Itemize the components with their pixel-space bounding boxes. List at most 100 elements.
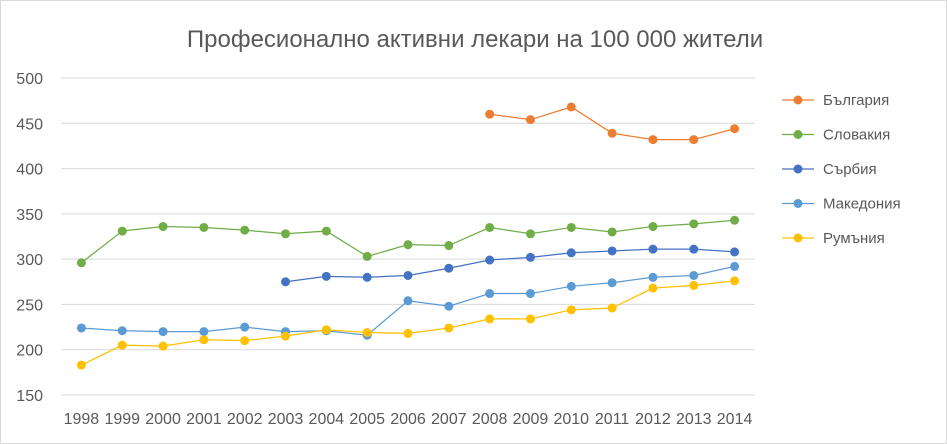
y-tick-label: 450 bbox=[16, 116, 43, 133]
legend-label: Словакия bbox=[823, 127, 890, 144]
series-3-point bbox=[566, 281, 576, 291]
y-tick-label: 150 bbox=[16, 388, 43, 405]
series-1-point bbox=[403, 240, 413, 250]
series-4 bbox=[76, 276, 740, 370]
series-4-point bbox=[199, 335, 209, 345]
series-0-point bbox=[525, 115, 535, 125]
series-4-point bbox=[281, 331, 291, 341]
series-1-point bbox=[281, 229, 291, 239]
series-2-point bbox=[525, 252, 535, 262]
x-tick-label: 2011 bbox=[595, 411, 630, 428]
series-3-point bbox=[485, 289, 495, 299]
series-3-point bbox=[117, 326, 127, 336]
y-axis-tick-labels: 150 200 250 300 350 400 450 500 bbox=[16, 71, 43, 405]
series-4-point bbox=[117, 340, 127, 350]
legend-item: Македония bbox=[782, 196, 901, 213]
x-tick-label: 1999 bbox=[104, 411, 140, 428]
series-1-point bbox=[117, 226, 127, 236]
series-4-point bbox=[158, 341, 168, 351]
series-4-point bbox=[689, 280, 699, 290]
series-1-point bbox=[607, 227, 617, 237]
series-1-point bbox=[321, 226, 331, 236]
x-tick-label: 2000 bbox=[145, 411, 181, 428]
legend-swatch-marker bbox=[793, 164, 803, 174]
y-tick-label: 200 bbox=[16, 343, 43, 360]
y-tick-label: 300 bbox=[16, 252, 43, 269]
series-2-point bbox=[444, 263, 454, 273]
legend-item: Румъния bbox=[782, 230, 885, 247]
x-tick-label: 2009 bbox=[513, 411, 549, 428]
series-3-point bbox=[158, 327, 168, 337]
series-layer bbox=[76, 102, 740, 370]
x-tick-label: 2012 bbox=[635, 411, 671, 428]
legend-swatch-marker bbox=[793, 233, 803, 243]
x-tick-label: 1998 bbox=[64, 411, 100, 428]
series-4-point bbox=[321, 325, 331, 335]
legend-item: България bbox=[782, 92, 889, 109]
x-tick-label: 2003 bbox=[268, 411, 304, 428]
series-2-point bbox=[362, 272, 372, 282]
series-2 bbox=[281, 244, 740, 287]
series-2-point bbox=[485, 255, 495, 265]
series-1-point bbox=[199, 222, 209, 232]
series-4-point bbox=[485, 314, 495, 324]
series-3-point bbox=[240, 322, 250, 332]
series-0-point bbox=[485, 109, 495, 119]
series-2-point bbox=[730, 247, 740, 257]
series-0-point bbox=[607, 128, 617, 138]
x-tick-label: 2007 bbox=[431, 411, 467, 428]
series-1-point bbox=[525, 229, 535, 239]
x-tick-label: 2014 bbox=[717, 411, 753, 428]
x-tick-label: 2005 bbox=[349, 411, 385, 428]
series-1-point bbox=[240, 225, 250, 235]
series-0 bbox=[485, 102, 740, 145]
legend-label: Румъния bbox=[823, 230, 885, 247]
legend-item: Сърбия bbox=[782, 161, 877, 178]
series-2-point bbox=[566, 248, 576, 258]
y-tick-label: 400 bbox=[16, 162, 43, 179]
series-4-point bbox=[76, 360, 86, 370]
series-3-point bbox=[525, 289, 535, 299]
series-1-point bbox=[362, 251, 372, 261]
series-1-point bbox=[566, 222, 576, 232]
series-1-point bbox=[689, 219, 699, 229]
series-3-point bbox=[689, 270, 699, 280]
series-4-point bbox=[648, 283, 658, 293]
legend: България Словакия Сърбия Македония Румъния bbox=[782, 92, 901, 247]
series-4-point bbox=[240, 336, 250, 346]
legend-label: България bbox=[823, 92, 889, 109]
series-3 bbox=[76, 261, 740, 340]
series-3-point bbox=[403, 296, 413, 306]
series-0-point bbox=[689, 135, 699, 145]
series-4-point bbox=[362, 328, 372, 338]
x-tick-label: 2006 bbox=[390, 411, 426, 428]
series-4-line bbox=[81, 280, 735, 366]
x-tick-label: 2010 bbox=[553, 411, 589, 428]
y-tick-label: 500 bbox=[16, 71, 43, 88]
legend-swatch-marker bbox=[793, 95, 803, 105]
series-1-point bbox=[730, 215, 740, 225]
x-axis-tick-labels: 1998 1999 2000 2001 2002 2003 2004 2005 2006 2007… bbox=[64, 411, 753, 428]
series-2-point bbox=[403, 270, 413, 280]
series-4-point bbox=[525, 314, 535, 324]
series-2-point bbox=[648, 244, 658, 254]
series-1-point bbox=[648, 222, 658, 232]
series-3-point bbox=[730, 261, 740, 271]
chart-title: Професионално активни лекари на 100 000 … bbox=[187, 26, 763, 53]
series-1-point bbox=[444, 241, 454, 251]
series-2-point bbox=[689, 244, 699, 254]
legend-item: Словакия bbox=[782, 127, 890, 144]
x-tick-label: 2008 bbox=[472, 411, 508, 428]
legend-swatch-marker bbox=[793, 130, 803, 139]
series-1-point bbox=[485, 222, 495, 232]
series-3-point bbox=[76, 323, 86, 333]
series-0-point bbox=[566, 102, 576, 112]
legend-swatch-marker bbox=[793, 199, 803, 208]
series-4-point bbox=[730, 276, 740, 286]
series-1 bbox=[76, 215, 740, 268]
legend-label: Македония bbox=[823, 196, 901, 213]
series-3-point bbox=[607, 278, 617, 288]
series-1-point bbox=[158, 222, 168, 232]
